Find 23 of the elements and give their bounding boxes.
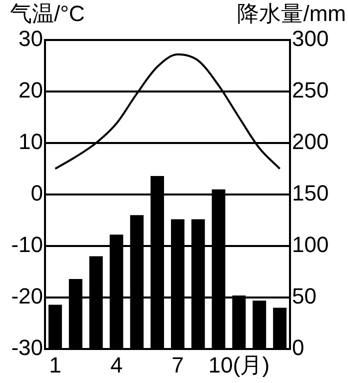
bar — [48, 304, 62, 349]
y2-tick-label: 200 — [292, 129, 329, 154]
bar — [273, 308, 287, 349]
y-axis-title: 气温/°C — [10, 1, 85, 26]
y-tick-label: 0 — [30, 180, 43, 206]
y2-tick-label: 0 — [292, 335, 304, 360]
y2-tick-label: 100 — [292, 232, 329, 258]
y2-tick-label: 250 — [292, 78, 329, 103]
x-tick-label: 4 — [110, 352, 123, 378]
y-tick-label: 30 — [18, 26, 43, 52]
y2-axis-title: 降水量/mm — [237, 1, 346, 26]
y-tick-label: 20 — [18, 78, 43, 103]
y-tick-label: -20 — [11, 284, 43, 309]
x-tick-label: 1 — [49, 352, 62, 378]
bar — [252, 300, 266, 349]
y-tick-label: 10 — [18, 129, 43, 154]
x-tick-label: 10(月) — [208, 352, 270, 378]
y2-tick-label: 300 — [292, 26, 329, 52]
y2-tick-label: 50 — [292, 284, 316, 309]
y-tick-label: -10 — [11, 232, 43, 258]
y2-tick-label: 150 — [292, 180, 329, 206]
x-tick-label: 7 — [172, 352, 184, 378]
y-tick-label: -30 — [11, 335, 43, 360]
